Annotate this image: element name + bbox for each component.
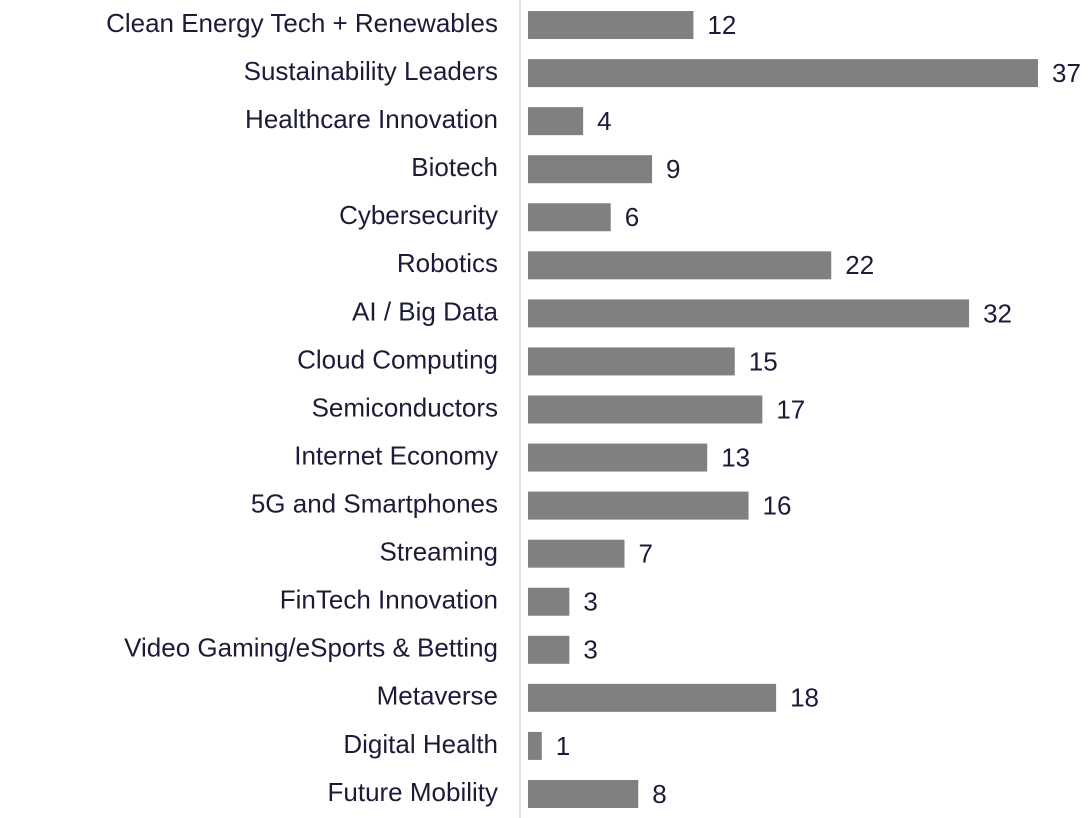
category-label: Biotech bbox=[411, 152, 498, 182]
bar bbox=[528, 155, 653, 184]
category-label: Future Mobility bbox=[328, 777, 499, 807]
value-label: 18 bbox=[790, 683, 819, 713]
value-label: 37 bbox=[1052, 58, 1081, 88]
value-label: 32 bbox=[983, 298, 1012, 328]
value-label: 8 bbox=[652, 779, 666, 809]
category-label: Healthcare Innovation bbox=[245, 104, 498, 134]
bar bbox=[528, 347, 735, 376]
bar bbox=[528, 11, 694, 40]
value-label: 3 bbox=[583, 635, 597, 665]
value-label: 17 bbox=[776, 394, 805, 424]
category-label: Video Gaming/eSports & Betting bbox=[124, 633, 498, 663]
value-label: 7 bbox=[638, 539, 652, 569]
bar bbox=[528, 203, 611, 232]
bar bbox=[528, 683, 777, 712]
category-label: 5G and Smartphones bbox=[251, 488, 498, 518]
value-label: 22 bbox=[845, 250, 874, 280]
value-label: 1 bbox=[556, 731, 570, 761]
category-label: Sustainability Leaders bbox=[244, 56, 498, 86]
value-label: 16 bbox=[763, 490, 792, 520]
category-label: Metaverse bbox=[377, 681, 498, 711]
value-label: 12 bbox=[707, 10, 736, 40]
value-label: 6 bbox=[625, 202, 639, 232]
bar bbox=[528, 59, 1038, 88]
category-label: Clean Energy Tech + Renewables bbox=[106, 8, 498, 38]
category-label: Streaming bbox=[380, 537, 499, 567]
category-label: Cloud Computing bbox=[297, 344, 498, 374]
value-label: 3 bbox=[583, 587, 597, 617]
bar bbox=[528, 779, 639, 808]
category-label: AI / Big Data bbox=[352, 296, 498, 326]
bar bbox=[528, 299, 970, 328]
category-label: Internet Economy bbox=[294, 440, 498, 470]
category-label: Robotics bbox=[397, 248, 498, 278]
value-label: 15 bbox=[749, 346, 778, 376]
bar bbox=[528, 635, 570, 664]
category-label: Digital Health bbox=[343, 729, 498, 759]
bar bbox=[528, 587, 570, 616]
category-label: Semiconductors bbox=[312, 392, 498, 422]
bar bbox=[528, 251, 832, 280]
bar bbox=[528, 491, 749, 520]
bar bbox=[528, 395, 763, 424]
category-label: Cybersecurity bbox=[339, 200, 498, 230]
category-label: FinTech Innovation bbox=[280, 585, 498, 615]
bar bbox=[528, 443, 708, 472]
bar bbox=[528, 107, 584, 136]
value-label: 4 bbox=[597, 106, 611, 136]
value-label: 9 bbox=[666, 154, 680, 184]
bar bbox=[528, 731, 542, 760]
value-label: 13 bbox=[721, 442, 750, 472]
bar bbox=[528, 539, 625, 568]
